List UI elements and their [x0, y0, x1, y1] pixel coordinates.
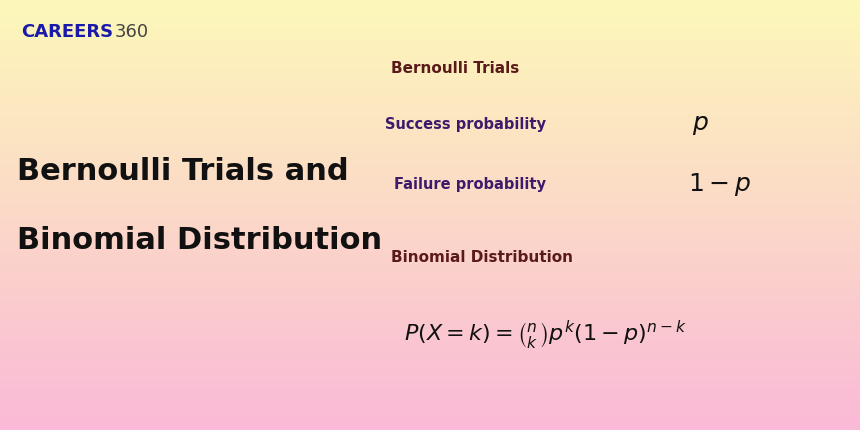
Text: Binomial Distribution: Binomial Distribution	[17, 226, 383, 255]
Text: $1 - p$: $1 - p$	[688, 172, 752, 198]
Text: Bernoulli Trials and: Bernoulli Trials and	[17, 157, 349, 187]
Text: Success probability: Success probability	[385, 117, 546, 132]
Text: Binomial Distribution: Binomial Distribution	[391, 251, 574, 265]
Text: 360: 360	[114, 23, 149, 41]
Text: CAREERS: CAREERS	[22, 23, 114, 41]
Text: $p$: $p$	[692, 113, 710, 137]
Text: Failure probability: Failure probability	[394, 178, 546, 192]
Text: $P(X = k) = \binom{n}{k} p^k (1-p)^{n-k}$: $P(X = k) = \binom{n}{k} p^k (1-p)^{n-k}…	[404, 319, 688, 352]
Text: Bernoulli Trials: Bernoulli Trials	[391, 61, 519, 76]
